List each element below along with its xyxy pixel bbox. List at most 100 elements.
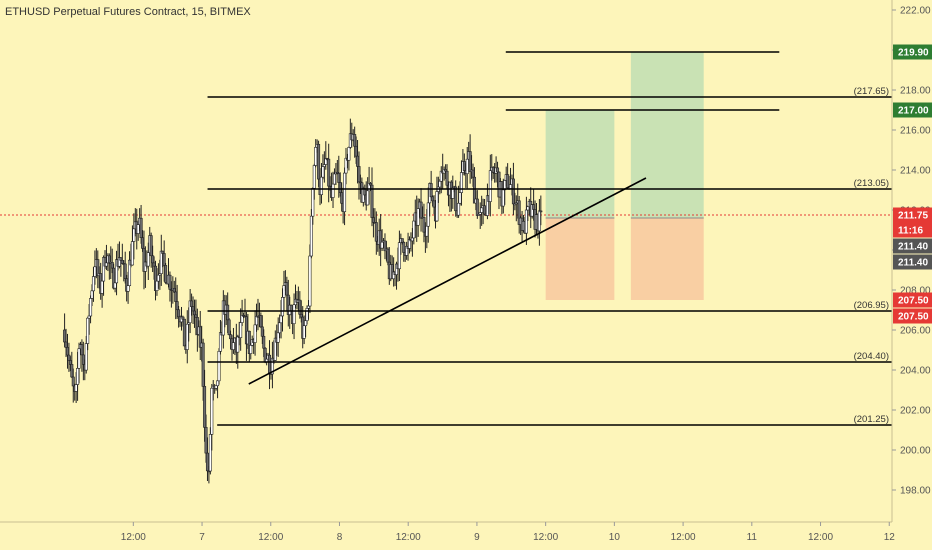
- candle-body-33: [110, 262, 114, 269]
- price-label-1: 217.00: [898, 106, 929, 117]
- candle-body-76: [172, 288, 176, 293]
- candle-body-106: [216, 380, 220, 387]
- candle-body-191: [338, 182, 342, 193]
- candle-body-235: [402, 242, 406, 253]
- candle-body-234: [400, 238, 404, 243]
- candle-body-35: [113, 282, 117, 289]
- candle-body-179: [321, 166, 325, 178]
- candle-body-132: [253, 324, 257, 343]
- candle-body-220: [380, 241, 384, 249]
- candle-body-210: [366, 190, 370, 206]
- candle-body-148: [276, 332, 280, 343]
- candle-body-53: [139, 217, 143, 239]
- candle-body-39: [119, 257, 123, 261]
- candle-body-5: [70, 364, 74, 378]
- candle-body-64: [155, 280, 159, 291]
- candle-body-26: [100, 280, 104, 294]
- candle-body-151: [281, 297, 285, 317]
- chart-title: ETHUSD Perpetual Futures Contract, 15, B…: [5, 6, 251, 18]
- candle-body-232: [397, 242, 401, 270]
- time-axis-background: [0, 522, 932, 550]
- y-tick-label-9: 214.00: [900, 166, 931, 177]
- x-tick-label-1: 7: [199, 532, 205, 543]
- candle-body-21: [93, 266, 97, 277]
- candle-body-291: [483, 205, 487, 215]
- x-tick-label-10: 12:00: [808, 532, 833, 543]
- candle-body-172: [311, 187, 315, 217]
- candle-body-31: [107, 255, 111, 264]
- candle-body-114: [227, 319, 231, 335]
- candle-body-197: [347, 147, 351, 161]
- candle-body-247: [419, 201, 423, 219]
- candle-body-214: [371, 217, 375, 223]
- candle-body-150: [279, 315, 283, 324]
- long-position-risk-zone-2: [630, 218, 704, 300]
- candle-body-115: [229, 334, 233, 340]
- candle-body-117: [231, 342, 235, 350]
- candle-body-300: [496, 167, 500, 173]
- candle-body-129: [249, 345, 253, 354]
- y-tick-label-3: 202.00: [900, 406, 931, 417]
- price-label-6: 207.50: [898, 296, 929, 307]
- candle-body-67: [159, 250, 163, 274]
- candle-body-54: [141, 237, 145, 249]
- ascending-trendline: [248, 177, 647, 385]
- candle-body-174: [314, 147, 318, 166]
- candle-body-105: [214, 385, 218, 389]
- price-axis-background: [892, 0, 932, 550]
- long-position-risk-zone-1: [545, 218, 615, 300]
- candle-body-274: [458, 192, 462, 204]
- price-label-5: 211.40: [898, 258, 928, 269]
- candle-body-79: [177, 309, 181, 318]
- candle-body-88: [190, 300, 194, 307]
- candle-body-70: [164, 265, 168, 283]
- candle-body-16: [86, 317, 90, 344]
- x-tick-label-4: 12:00: [396, 532, 421, 543]
- candle-body-137: [260, 326, 264, 337]
- x-tick-label-7: 10: [609, 532, 621, 543]
- candle-body-68: [161, 250, 165, 254]
- candle-body-12: [80, 344, 84, 356]
- candle-body-85: [185, 323, 189, 350]
- candle-body-1: [64, 341, 68, 348]
- candle-body-224: [386, 248, 390, 263]
- candle-body-89: [191, 306, 195, 312]
- candle-body-254: [429, 183, 433, 198]
- candle-body-252: [426, 202, 430, 227]
- candle-body-242: [412, 220, 416, 239]
- price-label-box-2: [893, 207, 932, 223]
- price-label-box-1: [893, 102, 932, 118]
- candle-body-203: [356, 155, 360, 167]
- candle-body-20: [91, 276, 95, 292]
- candle-body-154: [285, 282, 289, 296]
- candle-body-255: [431, 196, 435, 202]
- price-label-box-4: [893, 238, 932, 254]
- price-label-7: 207.50: [898, 312, 929, 323]
- horizontal-level-label-3: (206.95): [854, 300, 889, 311]
- candle-body-256: [432, 200, 436, 208]
- candle-body-13: [81, 354, 85, 365]
- y-tick-label-1: 198.00: [900, 486, 931, 497]
- candle-body-178: [319, 176, 323, 196]
- candle-body-15: [84, 343, 88, 371]
- candle-body-168: [305, 307, 309, 322]
- candle-body-58: [146, 252, 150, 267]
- candle-body-159: [292, 304, 296, 325]
- candle-body-194: [343, 172, 347, 213]
- candle-body-307: [506, 174, 510, 189]
- price-label-3: 11:16: [898, 226, 923, 237]
- candle-body-330: [539, 210, 543, 213]
- candle-body-4: [68, 360, 72, 365]
- x-tick-label-2: 12:00: [258, 532, 283, 543]
- candle-body-107: [217, 350, 221, 382]
- candle-body-29: [104, 262, 108, 267]
- candle-body-309: [509, 184, 513, 189]
- candle-body-98: [204, 427, 208, 454]
- price-label-2: 211.75: [898, 211, 928, 222]
- candle-body-249: [422, 217, 426, 233]
- candle-body-258: [435, 191, 439, 222]
- long-position-reward-zone-1: [545, 110, 615, 218]
- y-tick-label-5: 206.00: [900, 326, 931, 337]
- candle-body-48: [132, 228, 136, 242]
